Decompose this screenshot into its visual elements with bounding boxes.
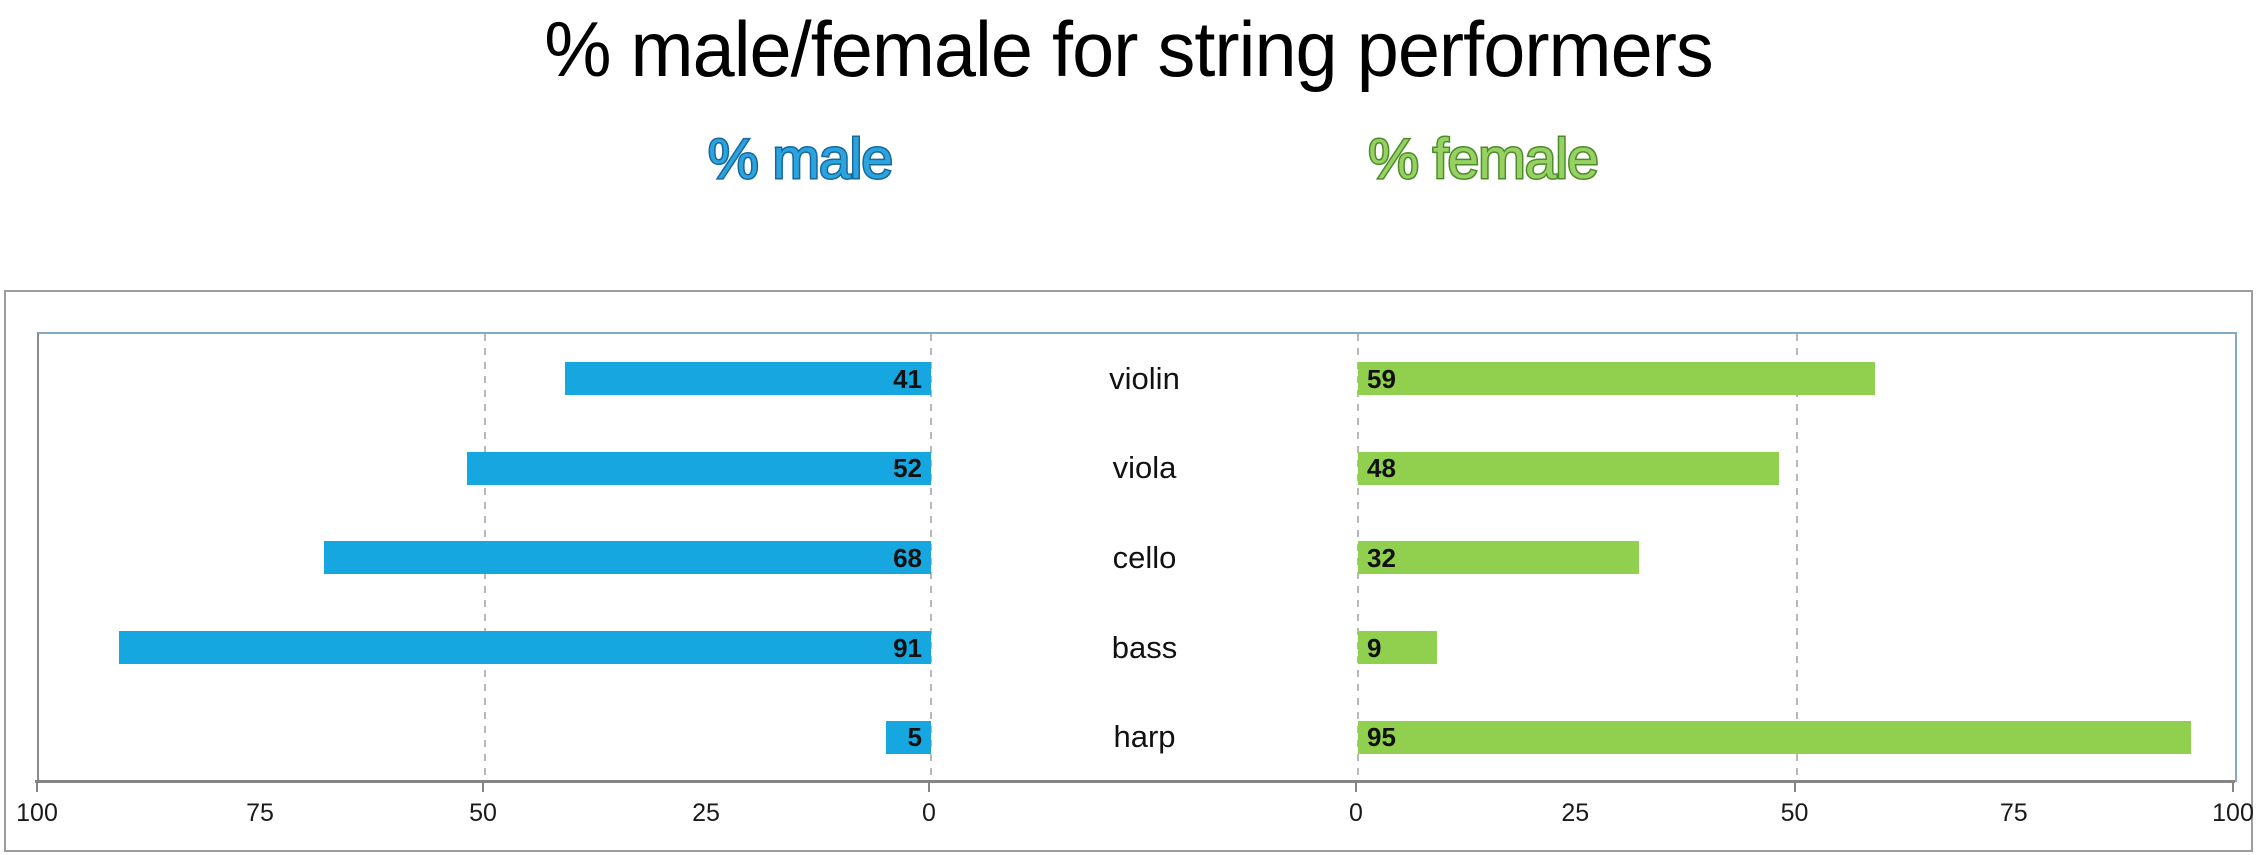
male-bar-row: 52 xyxy=(39,424,931,514)
female-bar-row: 32 xyxy=(1358,513,2235,603)
bar-female: 9 xyxy=(1358,631,1437,665)
legend-female-label: % female xyxy=(1367,126,1601,193)
bar-male: 5 xyxy=(886,720,931,754)
bar-male: 91 xyxy=(119,631,931,665)
male-bar-row: 41 xyxy=(39,334,931,424)
bar-value-label: 52 xyxy=(893,453,922,484)
plot-area: 41 52 68 91 5 violin viola cello bass harp 59 48 3… xyxy=(37,332,2237,782)
bar-value-label: 59 xyxy=(1367,363,1396,394)
axis-tick xyxy=(1355,783,1357,792)
bar-value-label: 32 xyxy=(1367,542,1396,573)
female-bar-row: 59 xyxy=(1358,334,2235,424)
x-axis-tick-label: 0 xyxy=(1349,799,1363,827)
category-label: violin xyxy=(1109,360,1180,396)
x-axis-tick-label: 75 xyxy=(246,799,274,827)
bar-male: 41 xyxy=(565,362,931,396)
category-label: harp xyxy=(1113,719,1176,755)
x-axis-tick-label: 50 xyxy=(1780,799,1809,827)
x-axis-tick-label: 25 xyxy=(692,799,720,827)
female-bar-row: 9 xyxy=(1358,603,2235,693)
bar-value-label: 5 xyxy=(907,722,922,753)
bar-value-label: 48 xyxy=(1367,453,1396,484)
axis-tick xyxy=(928,783,930,792)
category-label: bass xyxy=(1111,629,1178,665)
category-label: viola xyxy=(1112,450,1177,486)
bar-female: 59 xyxy=(1358,362,1876,396)
bar-male: 68 xyxy=(324,541,931,575)
gridline xyxy=(1795,334,1798,782)
bar-value-label: 9 xyxy=(1367,632,1382,663)
legend-male-label: % male xyxy=(706,126,894,193)
x-axis-tick-label: 25 xyxy=(1561,799,1590,827)
axis-tick xyxy=(482,783,484,792)
x-axis-tick-label: 100 xyxy=(2212,799,2254,827)
bar-value-label: 95 xyxy=(1367,722,1396,753)
category-row: bass xyxy=(931,603,1358,693)
axis-tick xyxy=(2232,783,2234,792)
bar-female: 32 xyxy=(1358,541,1639,575)
female-bars-column: 59 48 32 9 95 xyxy=(1358,334,2235,782)
category-labels-column: violin viola cello bass harp xyxy=(931,334,1358,782)
category-row: viola xyxy=(931,424,1358,514)
gridline xyxy=(930,334,932,782)
category-label: cello xyxy=(1112,539,1177,575)
female-bar-row: 95 xyxy=(1358,692,2235,782)
x-axis-tick-label: 100 xyxy=(16,799,58,827)
chart-title: % male/female for string performers xyxy=(544,5,1714,93)
bar-value-label: 68 xyxy=(893,542,922,573)
category-row: violin xyxy=(931,334,1358,424)
bar-value-label: 91 xyxy=(893,632,922,663)
male-bar-row: 68 xyxy=(39,513,931,603)
category-row: harp xyxy=(931,692,1358,782)
bar-female: 95 xyxy=(1358,720,2192,754)
male-bars-column: 41 52 68 91 5 xyxy=(39,334,931,782)
bar-value-label: 41 xyxy=(893,363,922,394)
bar-male: 52 xyxy=(467,451,931,485)
x-axis-tick-label: 0 xyxy=(922,799,936,827)
category-row: cello xyxy=(931,513,1358,603)
x-axis-tick-label: 75 xyxy=(1999,799,2028,827)
x-axis-line xyxy=(35,780,2235,783)
axis-tick xyxy=(1793,783,1796,792)
male-bar-row: 91 xyxy=(39,603,931,693)
axis-tick xyxy=(36,783,38,792)
bar-female: 48 xyxy=(1358,451,1779,485)
x-axis-tick-label: 50 xyxy=(469,799,497,827)
male-bar-row: 5 xyxy=(39,692,931,782)
female-bar-row: 48 xyxy=(1358,424,2235,514)
